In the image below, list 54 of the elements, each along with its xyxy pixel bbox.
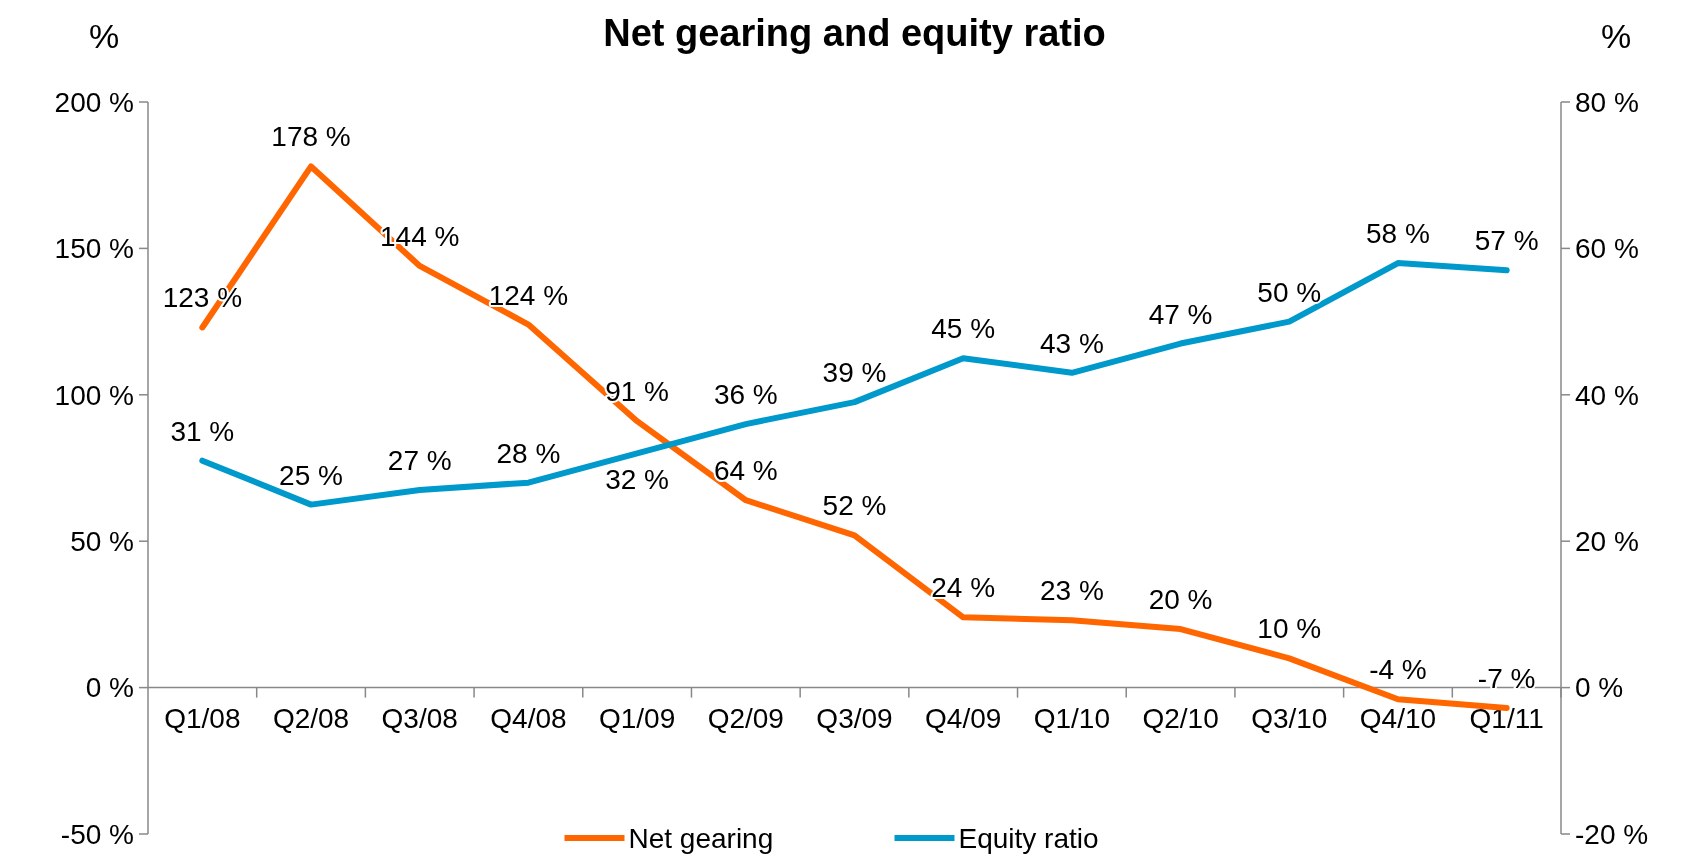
x-tick-label: Q1/09 bbox=[598, 702, 676, 734]
data-label: 20 % bbox=[1148, 584, 1213, 616]
data-label: 31 % bbox=[170, 415, 235, 447]
data-label: 91 % bbox=[605, 376, 670, 408]
data-label: 32 % bbox=[605, 464, 670, 496]
data-label: 25 % bbox=[279, 459, 343, 491]
data-label: -4 % bbox=[1369, 654, 1427, 686]
legend-label: Net gearing bbox=[628, 823, 774, 854]
data-label: 43 % bbox=[1039, 327, 1104, 359]
x-tick-label: Q1/11 bbox=[1469, 702, 1544, 734]
x-tick-label: Q1/10 bbox=[1033, 702, 1111, 734]
chart-title: Net gearing and equity ratio bbox=[603, 12, 1106, 54]
y-tick-label: 0 % bbox=[85, 672, 134, 704]
data-label: 10 % bbox=[1257, 613, 1322, 645]
data-label: 36 % bbox=[713, 379, 778, 411]
x-tick-label: Q1/08 bbox=[164, 702, 241, 734]
y-tick-label: 150 % bbox=[54, 233, 134, 265]
data-label: 50 % bbox=[1257, 276, 1322, 308]
data-label: 24 % bbox=[931, 572, 996, 604]
x-tick-label: Q2/09 bbox=[707, 702, 784, 734]
x-tick-label: Q4/08 bbox=[490, 702, 567, 734]
data-label: -7 % bbox=[1477, 663, 1536, 695]
data-label: 23 % bbox=[1039, 575, 1104, 607]
y-tick-label: 200 % bbox=[54, 86, 134, 118]
data-label: 39 % bbox=[822, 357, 887, 389]
y2-tick-label: -20 % bbox=[1575, 818, 1649, 850]
y2-tick-label: 60 % bbox=[1575, 233, 1639, 265]
y-tick-label: 100 % bbox=[54, 379, 134, 411]
y2-tick-label: 0 % bbox=[1575, 672, 1624, 704]
data-label: 58 % bbox=[1366, 218, 1430, 250]
x-tick-label: Q2/10 bbox=[1142, 702, 1219, 734]
data-label: 52 % bbox=[822, 490, 887, 522]
y2-axis-title: % bbox=[1600, 17, 1632, 55]
legend-label: Equity ratio bbox=[958, 823, 1099, 854]
data-label: 178 % bbox=[271, 121, 351, 153]
data-label: 47 % bbox=[1148, 298, 1213, 330]
y2-tick-label: 20 % bbox=[1575, 526, 1639, 557]
x-tick-label: Q2/08 bbox=[272, 702, 350, 734]
y-tick-label: 50 % bbox=[70, 526, 134, 557]
data-label: 57 % bbox=[1474, 225, 1539, 257]
y-tick-label: -50 % bbox=[60, 818, 134, 850]
y2-tick-label: 80 % bbox=[1575, 86, 1639, 118]
x-tick-label: Q4/10 bbox=[1359, 702, 1437, 734]
y2-tick-label: 40 % bbox=[1575, 379, 1639, 411]
data-label: 124 % bbox=[488, 279, 569, 311]
x-tick-label: Q3/09 bbox=[816, 702, 893, 734]
data-label: 45 % bbox=[931, 313, 996, 345]
x-tick-label: Q4/09 bbox=[925, 702, 1002, 734]
data-label: 28 % bbox=[496, 437, 561, 469]
y-axis-title: % bbox=[88, 17, 120, 55]
data-label: 64 % bbox=[713, 455, 778, 487]
x-tick-label: Q3/08 bbox=[381, 702, 458, 734]
x-tick-label: Q3/10 bbox=[1251, 702, 1328, 734]
data-label: 27 % bbox=[387, 444, 452, 476]
